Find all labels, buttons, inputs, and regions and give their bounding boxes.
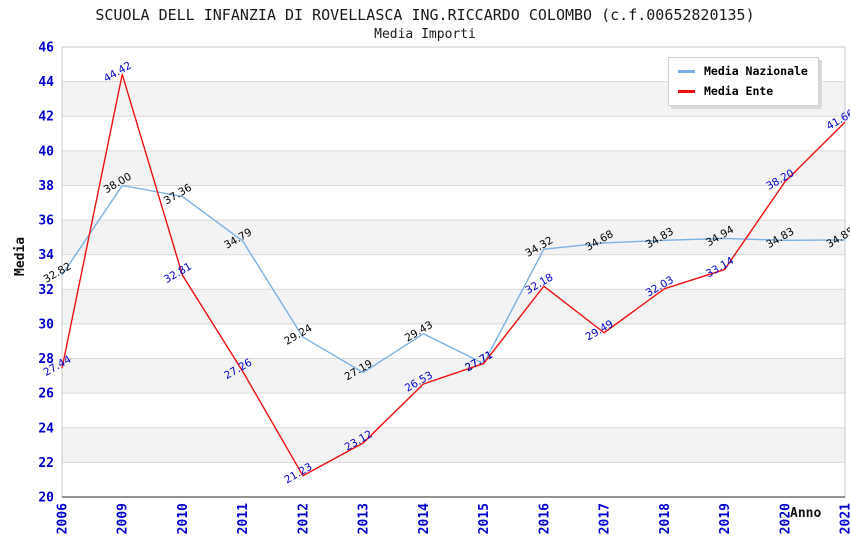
y-tick-label: 40	[38, 144, 54, 159]
point-label: 33.14	[704, 255, 736, 281]
y-tick-label: 34	[38, 248, 54, 263]
y-tick-label: 42	[38, 110, 54, 125]
legend: Media Nazionale Media Ente	[668, 57, 819, 106]
y-tick-label: 22	[38, 456, 54, 471]
plot-band	[62, 150, 845, 186]
x-tick-label: 2012	[296, 503, 311, 534]
chart-subtitle: Media Importi	[374, 27, 476, 42]
series-line-media-ente	[61, 73, 846, 477]
legend-swatch-red-line	[678, 90, 695, 93]
x-axis-title: Anno	[790, 506, 822, 521]
plot-band	[62, 427, 845, 463]
y-tick-label: 28	[38, 352, 54, 367]
y-tick-label: 36	[38, 214, 54, 229]
y-tick-label: 20	[38, 491, 54, 506]
y-tick-label: 30	[38, 317, 54, 332]
legend-swatch-blue-line	[678, 70, 695, 73]
x-tick-label: 2021	[839, 503, 850, 534]
y-axis-title: Media	[13, 236, 28, 276]
x-tick-label: 2010	[176, 503, 191, 534]
legend-label: Media Ente	[704, 84, 774, 98]
point-label: 32.81	[162, 260, 194, 285]
x-tick-label: 2013	[357, 503, 372, 534]
point-label: 29.24	[282, 322, 314, 348]
series-line-media-nazionale	[61, 184, 846, 374]
legend-label: Media Nazionale	[704, 64, 808, 78]
y-tick-label: 44	[38, 75, 54, 90]
plot-band	[62, 358, 845, 394]
plot-band	[62, 289, 845, 324]
x-tick-label: 2014	[417, 503, 432, 534]
y-tick-label: 46	[38, 41, 54, 56]
legend-item-media-nazionale: Media Nazionale	[678, 65, 808, 78]
x-tick-label: 2006	[56, 503, 71, 534]
y-tick-label: 26	[38, 387, 54, 402]
plot-band	[62, 220, 845, 255]
y-tick-label: 24	[38, 421, 54, 436]
point-label: 21.23	[282, 461, 314, 486]
y-tick-label: 32	[38, 283, 54, 298]
x-tick-label: 2015	[477, 503, 492, 534]
x-tick-label: 2019	[718, 503, 733, 534]
x-tick-label: 2011	[236, 503, 251, 534]
x-tick-label: 2020	[778, 503, 793, 534]
x-tick-label: 2009	[116, 503, 131, 534]
legend-item-media-ente: Media Ente	[678, 85, 808, 98]
x-tick-label: 2018	[658, 503, 673, 534]
x-tick-label: 2016	[537, 503, 552, 534]
chart-title: SCUOLA DELL INFANZIA DI ROVELLASCA ING.R…	[95, 6, 755, 24]
x-tick-label: 2017	[598, 503, 613, 534]
y-tick-label: 38	[38, 179, 54, 194]
